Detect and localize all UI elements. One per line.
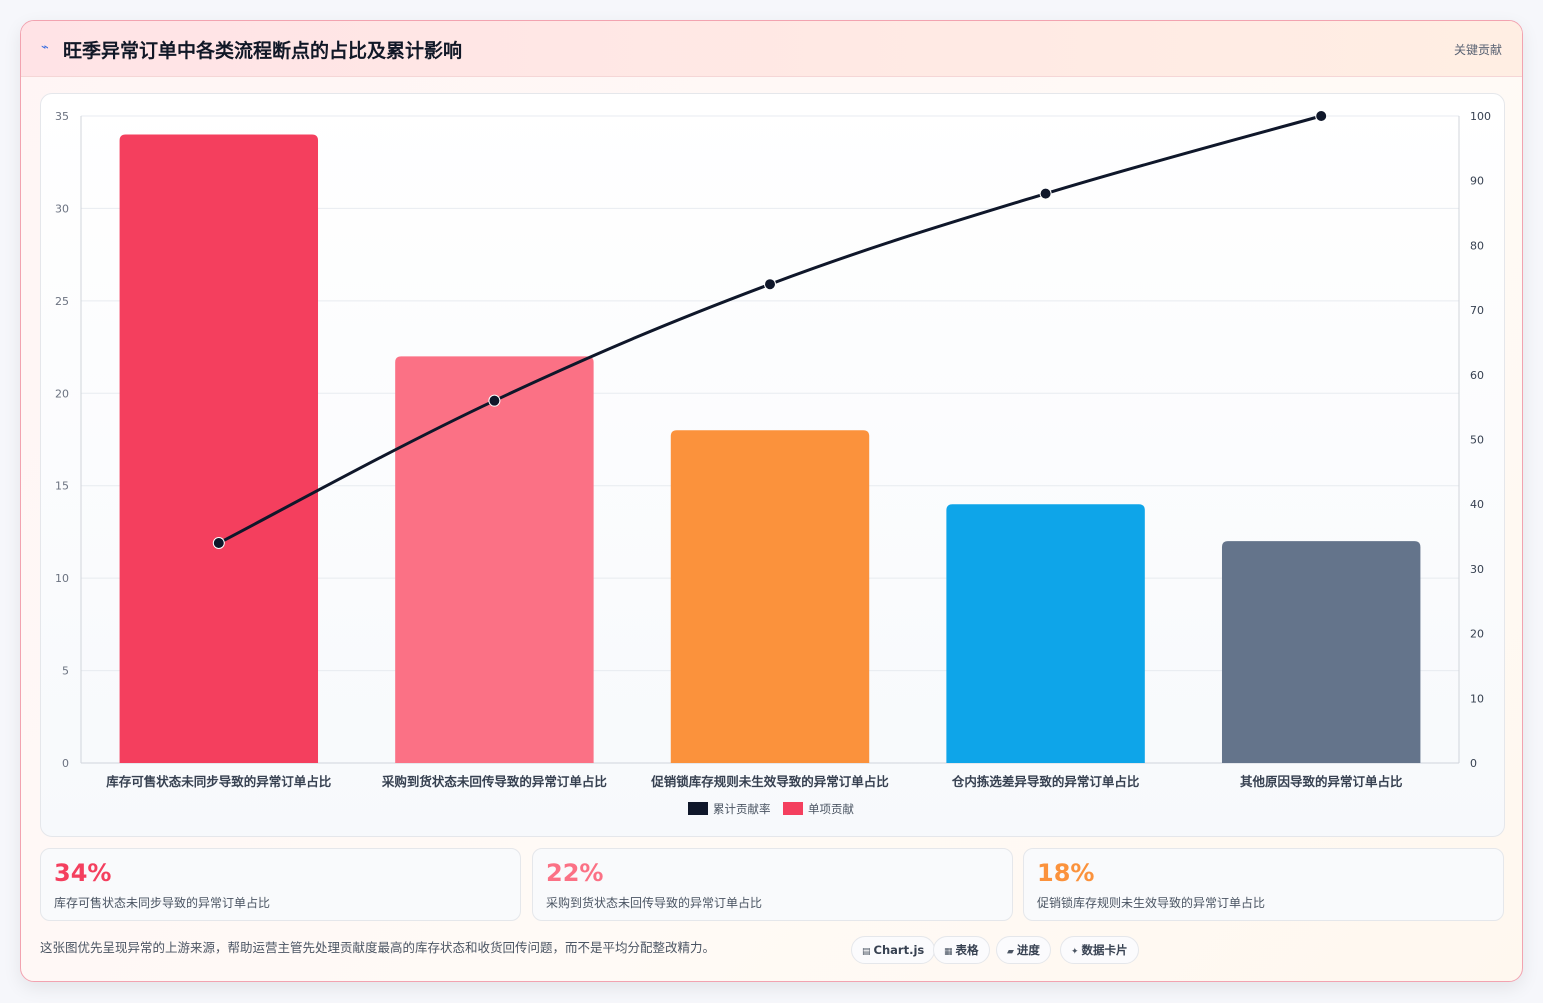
y2-tick-label: 10 bbox=[1470, 692, 1484, 705]
header-tag[interactable]: 关键贡献 bbox=[1453, 43, 1502, 57]
x-tick-label: 促销锁库存规则未生效导致的异常订单占比 bbox=[650, 774, 889, 789]
bar bbox=[670, 430, 870, 763]
footnote: 这张图优先呈现异常的上游来源，帮助运营主管先处理贡献度最高的库存状态和收货回传问… bbox=[40, 940, 716, 955]
x-tick-label: 采购到货状态未回传导致的异常订单占比 bbox=[381, 774, 608, 789]
y2-tick-label: 40 bbox=[1470, 498, 1484, 511]
y-tick-label: 0 bbox=[62, 757, 69, 770]
y2-tick-label: 20 bbox=[1470, 628, 1484, 641]
y-tick-label: 30 bbox=[55, 202, 69, 215]
stat-label: 库存可售状态未同步导致的异常订单占比 bbox=[54, 896, 271, 910]
legend-swatch bbox=[783, 802, 803, 815]
chart-title: 旺季异常订单中各类流程断点的占比及累计影响 bbox=[63, 40, 463, 62]
pareto-chart: 0 5 10 15 20 25 30 35 0 10 20 30 40 50 60 70 80 90 100 库存可售… bbox=[55, 110, 1491, 816]
y-tick-label: 10 bbox=[55, 572, 69, 585]
chart-icon: ▤ bbox=[862, 947, 871, 957]
stat-card-1: 34% 库存可售状态未同步导致的异常订单占比 bbox=[40, 848, 521, 921]
line-point bbox=[1039, 187, 1052, 200]
y-tick-label: 15 bbox=[55, 480, 69, 493]
chart-panel: 0 5 10 15 20 25 30 35 0 10 20 30 40 50 60 70 80 90 100 库存可售… bbox=[40, 93, 1505, 837]
chart-card: ⌁ 旺季异常订单中各类流程断点的占比及累计影响 关键贡献 0 5 10 15 20 25 3… bbox=[20, 20, 1523, 982]
chip-progress[interactable]: ▰ 进度 bbox=[996, 936, 1051, 964]
chip-chartjs[interactable]: ▤ Chart.js bbox=[851, 936, 936, 964]
table-icon: ▦ bbox=[944, 947, 953, 957]
sparkle-icon: ✦ bbox=[1071, 947, 1079, 957]
legend-label: 累计贡献率 bbox=[713, 802, 771, 816]
chip-label: 表格 bbox=[955, 943, 979, 957]
y2-tick-label: 30 bbox=[1470, 563, 1484, 576]
chip-label: 数据卡片 bbox=[1081, 943, 1128, 957]
y2-tick-label: 0 bbox=[1470, 757, 1477, 770]
legend-swatch bbox=[688, 802, 708, 815]
y-tick-label: 5 bbox=[62, 665, 69, 678]
y2-tick-label: 50 bbox=[1470, 434, 1484, 447]
x-tick-label: 库存可售状态未同步导致的异常订单占比 bbox=[106, 774, 332, 789]
stat-value: 18% bbox=[1037, 859, 1095, 887]
line-point bbox=[764, 278, 776, 291]
bar bbox=[1221, 541, 1421, 763]
line-point bbox=[212, 537, 225, 550]
line-point bbox=[488, 394, 501, 407]
y2-tick-label: 90 bbox=[1470, 175, 1484, 188]
card-header: ⌁ 旺季异常订单中各类流程断点的占比及累计影响 关键贡献 bbox=[21, 21, 1522, 77]
x-tick-label: 其他原因导致的异常订单占比 bbox=[1240, 774, 1403, 789]
stat-label: 采购到货状态未回传导致的异常订单占比 bbox=[546, 896, 763, 910]
progress-icon: ▰ bbox=[1007, 947, 1014, 957]
stat-label: 促销锁库存规则未生效导致的异常订单占比 bbox=[1037, 896, 1266, 910]
y2-tick-label: 100 bbox=[1470, 110, 1491, 123]
pulse-icon: ⌁ bbox=[41, 40, 49, 55]
y-tick-label: 20 bbox=[55, 387, 69, 400]
y2-tick-label: 60 bbox=[1470, 369, 1484, 382]
x-tick-label: 仓内拣选差异导致的异常订单占比 bbox=[951, 774, 1140, 789]
bar bbox=[946, 504, 1145, 763]
line-point bbox=[1315, 110, 1328, 122]
bar bbox=[395, 356, 594, 763]
y-tick-label: 25 bbox=[55, 295, 69, 308]
stat-value: 34% bbox=[54, 859, 112, 887]
chip-label: 进度 bbox=[1016, 943, 1040, 957]
chip-data-card[interactable]: ✦ 数据卡片 bbox=[1060, 936, 1139, 964]
chip-label: Chart.js bbox=[873, 943, 925, 957]
chip-table[interactable]: ▦ 表格 bbox=[933, 936, 990, 964]
stat-card-3: 18% 促销锁库存规则未生效导致的异常订单占比 bbox=[1023, 848, 1504, 921]
bar bbox=[119, 134, 319, 763]
y-tick-label: 35 bbox=[55, 110, 69, 123]
stat-value: 22% bbox=[546, 859, 604, 887]
stat-card-2: 22% 采购到货状态未回传导致的异常订单占比 bbox=[532, 848, 1013, 921]
y2-tick-label: 70 bbox=[1470, 304, 1484, 317]
y2-tick-label: 80 bbox=[1470, 239, 1484, 252]
legend-label: 单项贡献 bbox=[808, 802, 854, 816]
